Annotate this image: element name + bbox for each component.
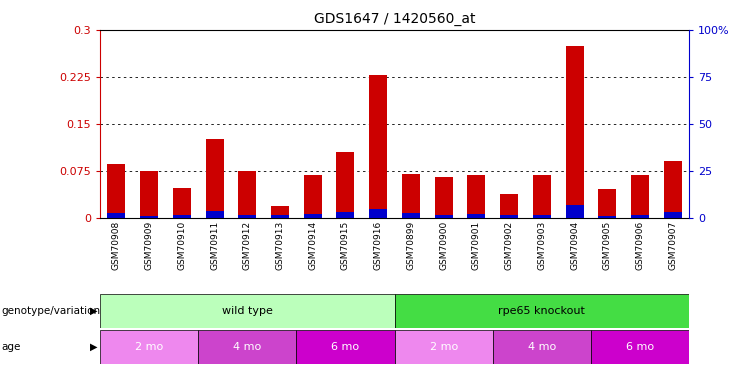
Bar (468, 175, 485, 217)
Title: GDS1647 / 1420560_at: GDS1647 / 1420560_at (314, 12, 475, 26)
Text: 6 mo: 6 mo (626, 342, 654, 352)
Bar (336, 152, 354, 217)
Text: ▶: ▶ (90, 342, 98, 352)
Bar (435, 215, 453, 217)
Bar (533, 215, 551, 217)
Bar (369, 209, 388, 218)
Bar (173, 188, 191, 218)
FancyBboxPatch shape (100, 330, 199, 364)
Text: GSM70905: GSM70905 (603, 221, 612, 270)
Text: GSM70903: GSM70903 (537, 221, 546, 270)
Bar (402, 213, 420, 217)
Text: GSM70899: GSM70899 (407, 221, 416, 270)
Text: genotype/variation: genotype/variation (1, 306, 101, 316)
Text: 6 mo: 6 mo (331, 342, 359, 352)
Text: GSM70909: GSM70909 (144, 221, 153, 270)
Bar (107, 164, 125, 218)
Bar (304, 214, 322, 217)
Text: GSM70914: GSM70914 (308, 221, 317, 270)
Text: GSM70908: GSM70908 (112, 221, 121, 270)
Bar (598, 216, 617, 217)
Text: GSM70912: GSM70912 (243, 221, 252, 270)
FancyBboxPatch shape (395, 294, 689, 328)
Bar (239, 215, 256, 217)
Text: GSM70902: GSM70902 (505, 221, 514, 270)
Bar (205, 140, 224, 218)
Text: GSM70901: GSM70901 (472, 221, 481, 270)
Text: GSM70915: GSM70915 (341, 221, 350, 270)
Text: GSM70910: GSM70910 (177, 221, 186, 270)
Bar (336, 212, 354, 217)
Bar (500, 194, 518, 217)
Text: wild type: wild type (222, 306, 273, 316)
Text: 4 mo: 4 mo (233, 342, 262, 352)
Text: GSM70900: GSM70900 (439, 221, 448, 270)
Bar (500, 215, 518, 217)
Text: 2 mo: 2 mo (430, 342, 458, 352)
Text: 4 mo: 4 mo (528, 342, 556, 352)
Bar (468, 214, 485, 217)
Bar (565, 46, 584, 218)
Text: GSM70911: GSM70911 (210, 221, 219, 270)
Bar (140, 171, 158, 217)
Bar (435, 177, 453, 218)
Bar (598, 189, 617, 217)
Bar (173, 215, 191, 217)
Bar (631, 215, 649, 217)
Text: 2 mo: 2 mo (135, 342, 163, 352)
Bar (304, 175, 322, 217)
FancyBboxPatch shape (493, 330, 591, 364)
FancyBboxPatch shape (395, 330, 493, 364)
Bar (664, 161, 682, 218)
Text: GSM70916: GSM70916 (373, 221, 382, 270)
Text: GSM70907: GSM70907 (668, 221, 677, 270)
FancyBboxPatch shape (100, 294, 395, 328)
Bar (533, 175, 551, 217)
FancyBboxPatch shape (199, 330, 296, 364)
Text: ▶: ▶ (90, 306, 98, 316)
Bar (107, 213, 125, 217)
Bar (205, 211, 224, 217)
FancyBboxPatch shape (591, 330, 689, 364)
Bar (271, 215, 289, 217)
Text: age: age (1, 342, 21, 352)
Bar (631, 175, 649, 217)
Text: GSM70913: GSM70913 (276, 221, 285, 270)
Bar (369, 75, 388, 217)
Bar (271, 206, 289, 218)
Bar (402, 174, 420, 217)
Bar (140, 216, 158, 217)
Text: rpe65 knockout: rpe65 knockout (499, 306, 585, 316)
Bar (565, 205, 584, 218)
Bar (664, 212, 682, 217)
Text: GSM70904: GSM70904 (570, 221, 579, 270)
FancyBboxPatch shape (296, 330, 395, 364)
Bar (239, 171, 256, 217)
Text: GSM70906: GSM70906 (636, 221, 645, 270)
